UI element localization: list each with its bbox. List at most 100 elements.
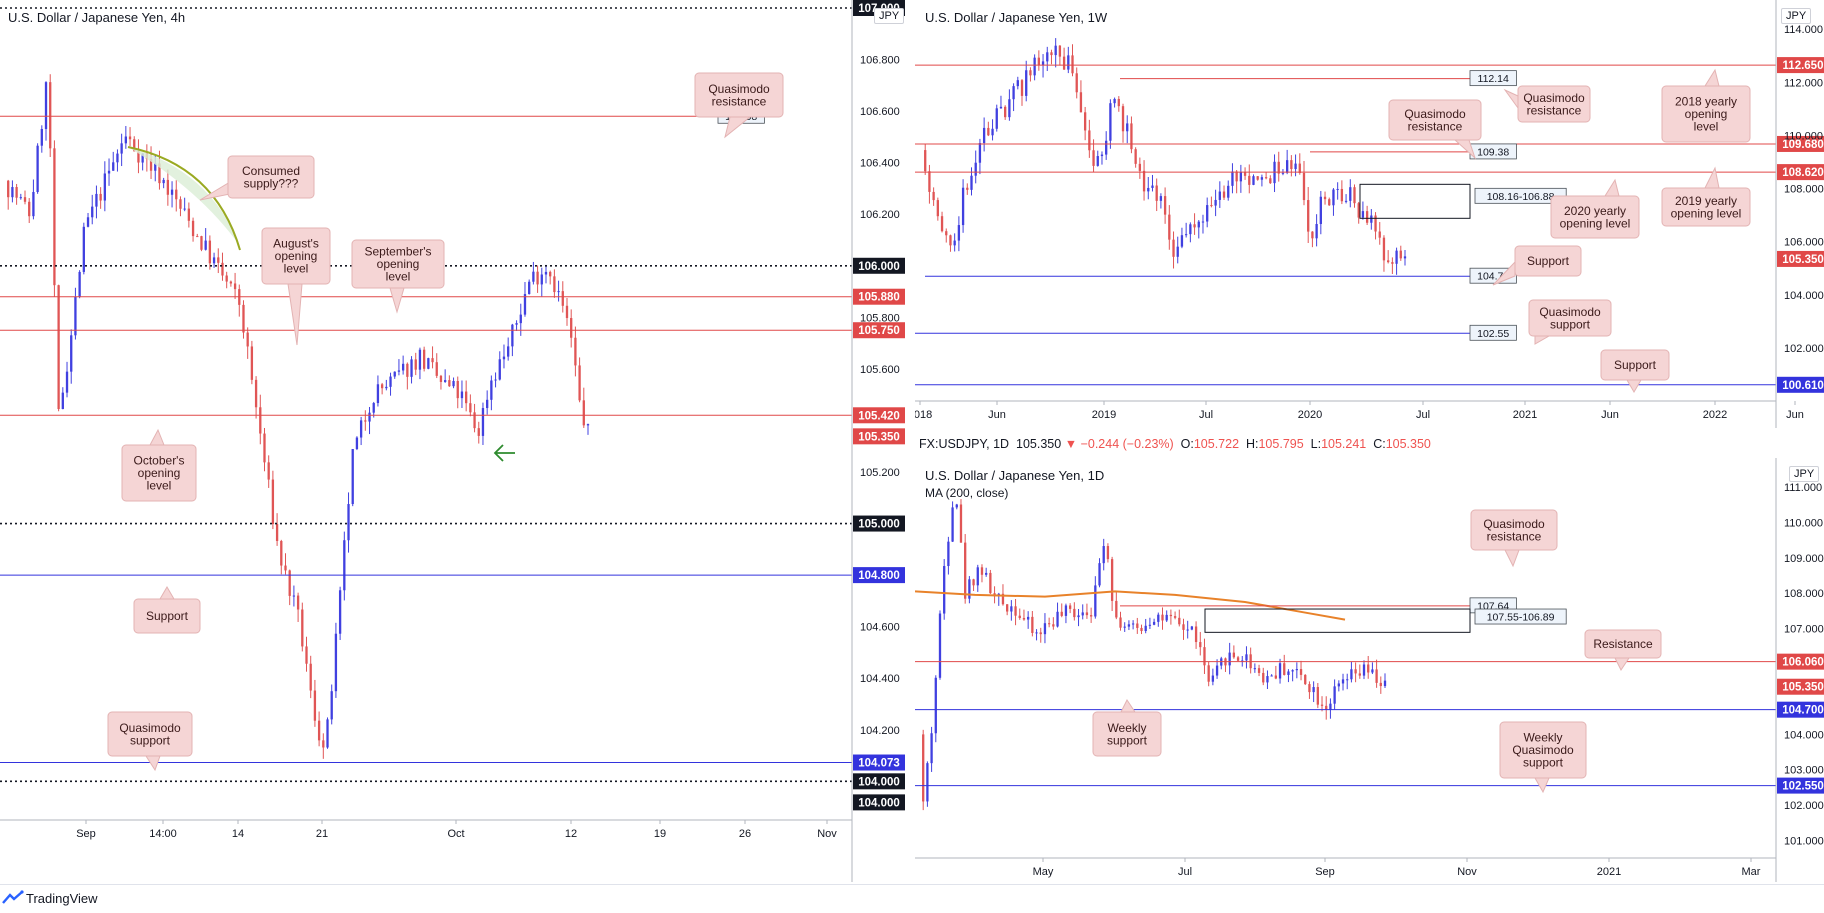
candle-body <box>930 733 933 764</box>
level-badge-106.060: 106.060 <box>1777 653 1824 670</box>
candle-body <box>540 274 543 285</box>
callout-quasimodo-resistance-mid-text: Quasimodo <box>1404 107 1466 121</box>
chart-4h-y-tick-label: 104.200 <box>860 725 900 737</box>
candle-body <box>1004 106 1007 118</box>
level-badge-108.620: 108.620 <box>1777 164 1824 181</box>
candle-body <box>418 349 422 370</box>
callout-weekly-quasimodo-support-text: Weekly <box>1523 731 1562 745</box>
candle-body <box>397 370 401 372</box>
candle-body <box>406 363 409 377</box>
callout-quasimodo-resistance-mid-pointer <box>1453 139 1477 160</box>
chart-daily[interactable]: 107.64 106.060 104.700 102.550 105.350 107.55… <box>915 458 1824 882</box>
candle-body <box>1113 98 1116 104</box>
candle-body <box>1134 149 1137 164</box>
candle-body <box>1085 612 1089 616</box>
level-badge-104.800-bg <box>853 567 905 584</box>
level-badge-112.650-text: 112.650 <box>1783 60 1824 72</box>
candle-body <box>431 358 434 363</box>
candle-body <box>1131 623 1135 625</box>
candle-body <box>1252 176 1255 185</box>
chart-4h-x-tick-label: 14:00 <box>149 828 177 840</box>
candle-body <box>1337 683 1340 687</box>
chart-weekly-canvas[interactable]: 112.650112.14109.680109.38108.620104.701… <box>915 0 1824 428</box>
chart-weekly-y-tick-label: 108.000 <box>1784 184 1824 196</box>
currency-badge-4h[interactable]: JPY <box>874 8 905 24</box>
callout-2018-opening-text: 2018 yearly <box>1675 95 1737 109</box>
callout-september-opening-text: September's <box>365 245 432 259</box>
callout-support-bottom[interactable]: Support <box>1600 349 1670 393</box>
currency-badge-weekly[interactable]: JPY <box>1781 8 1812 24</box>
last-price: 105.350 <box>1016 437 1062 451</box>
price-badge-104.000-bg <box>853 794 905 811</box>
ma-indicator-label[interactable]: MA (200, close) <box>925 486 1009 500</box>
level-badge-105.880-bg <box>853 288 905 305</box>
chart-4h-canvas[interactable]: 107.000106.58106.000105.880105.750105.42… <box>0 0 907 882</box>
candle-body <box>1350 669 1353 680</box>
callout-quasimodo-resistance-box <box>694 72 784 118</box>
candle-body <box>1199 642 1202 648</box>
callout-support-pointer <box>159 586 175 600</box>
candle-body <box>204 240 207 250</box>
candle-body <box>124 136 127 144</box>
currency-badge-daily[interactable]: JPY <box>1789 466 1820 482</box>
tradingview-brand[interactable]: TradingView <box>26 891 98 906</box>
candle-body <box>1025 70 1028 96</box>
chart-daily-canvas[interactable]: 107.64106.060104.700102.550105.350107.55… <box>915 458 1824 882</box>
level-badge-104.700: 104.700 <box>1777 701 1824 718</box>
symbol-info-bar: FX:USDJPY, 1D 105.350 ▼ −0.244 (−0.23%) … <box>919 437 1431 451</box>
candle-body <box>1375 669 1378 683</box>
callout-october-opening-text: opening <box>138 466 181 480</box>
candle-body <box>949 235 952 246</box>
chart-4h[interactable]: 107.000106.58106.000105.880105.750105.42… <box>0 0 907 882</box>
price-badge-last-text: 105.350 <box>1782 254 1824 266</box>
panel-divider[interactable] <box>907 0 915 882</box>
candle-body <box>982 127 986 144</box>
candle-body <box>263 433 266 463</box>
candle-body <box>284 565 287 571</box>
level-badge-105.420-text: 105.420 <box>858 410 900 422</box>
candle-body <box>107 170 111 174</box>
candle-body <box>465 391 468 404</box>
level-badge-112.650: 112.650 <box>1777 57 1824 74</box>
candle-body <box>317 720 321 741</box>
candle-body <box>1248 175 1251 185</box>
price-change: −0.244 (−0.23%) <box>1080 437 1174 451</box>
level-badge-105.750-text: 105.750 <box>858 325 900 337</box>
callout-2018-opening-pointer <box>1704 68 1720 87</box>
chart-4h-levels: 107.000106.58106.000105.880105.750105.42… <box>0 0 905 811</box>
candle-body <box>191 220 195 237</box>
callout-resistance-daily[interactable]: Resistance <box>1584 629 1662 671</box>
chart-daily-y-tick-label: 103.000 <box>1784 765 1824 777</box>
callout-2018-opening-text: opening <box>1685 107 1728 121</box>
chart-daily-y-tick-label: 109.000 <box>1784 553 1824 565</box>
candle-body <box>116 153 119 163</box>
level-badge-100.610-bg <box>1777 376 1824 393</box>
callout-support[interactable]: Support <box>133 586 201 634</box>
callout-support-weekly[interactable]: Support <box>1492 245 1582 286</box>
candle-body <box>1155 185 1158 201</box>
candle-body <box>1138 163 1142 171</box>
candle-body <box>267 462 270 480</box>
candle-body <box>1172 239 1175 257</box>
chart-weekly[interactable]: 112.650 112.14 109.680 109.38 108.620 104.70 1… <box>915 0 1824 428</box>
candle-body <box>1148 624 1152 626</box>
candle-body <box>1052 624 1055 627</box>
candle-body <box>351 449 354 505</box>
callout-support-bottom-box <box>1600 349 1670 381</box>
candle-body <box>1092 150 1095 166</box>
